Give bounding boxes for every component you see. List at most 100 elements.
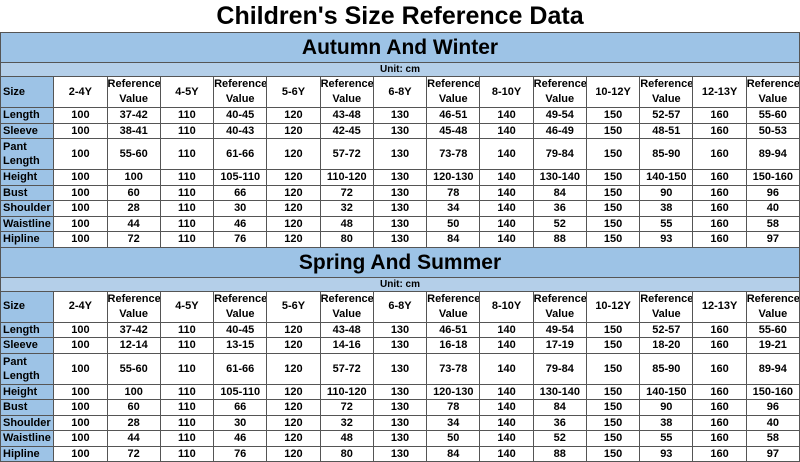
table-cell: 100 bbox=[53, 383, 108, 400]
row-label: Waistline bbox=[0, 215, 55, 232]
table-cell: 120 bbox=[266, 215, 321, 232]
table-cell: 88 bbox=[532, 445, 587, 462]
table-cell: 50-53 bbox=[745, 122, 800, 139]
table-cell: 130 bbox=[372, 414, 428, 431]
table-cell: 120 bbox=[266, 414, 321, 431]
table-cell: 150 bbox=[585, 352, 641, 385]
column-header: 5-6Y bbox=[266, 76, 321, 108]
table-cell: 55-60 bbox=[745, 321, 800, 338]
table-cell: 100 bbox=[53, 321, 108, 338]
table-cell: 110 bbox=[159, 399, 215, 416]
table-cell: 38 bbox=[639, 414, 694, 431]
table-cell: 110 bbox=[159, 231, 215, 248]
table-cell: 120 bbox=[266, 169, 321, 186]
row-label: Shoulder bbox=[0, 414, 55, 431]
table-cell: 140 bbox=[479, 169, 534, 186]
table-cell: 43-48 bbox=[319, 107, 374, 124]
table-cell: 100 bbox=[53, 169, 108, 186]
table-cell: 96 bbox=[745, 399, 800, 416]
column-header: 2-4Y bbox=[53, 290, 108, 323]
table-cell: 72 bbox=[319, 399, 374, 416]
table-cell: 45-48 bbox=[426, 122, 481, 139]
table-cell: 90 bbox=[639, 184, 694, 201]
table-cell: 140 bbox=[479, 215, 534, 232]
table-cell: 120 bbox=[266, 138, 321, 170]
table-cell: 28 bbox=[106, 200, 161, 217]
table-cell: 16-18 bbox=[426, 337, 481, 354]
table-cell: 150 bbox=[585, 184, 641, 201]
row-label: Pant Length bbox=[0, 352, 55, 385]
column-header: Reference Value bbox=[319, 76, 374, 108]
table-cell: 49-54 bbox=[532, 107, 587, 124]
row-label: Length bbox=[0, 107, 55, 124]
table-cell: 60 bbox=[106, 399, 161, 416]
table-cell: 61-66 bbox=[213, 352, 268, 385]
table-cell: 110 bbox=[159, 200, 215, 217]
table-cell: 150 bbox=[585, 231, 641, 248]
table-cell: 40 bbox=[745, 200, 800, 217]
table-cell: 130 bbox=[372, 383, 428, 400]
table-cell: 55-60 bbox=[745, 107, 800, 124]
column-header: Reference Value bbox=[532, 76, 587, 108]
table-cell: 49-54 bbox=[532, 321, 587, 338]
table-cell: 46 bbox=[213, 215, 268, 232]
table-cell: 100 bbox=[53, 122, 108, 139]
table-cell: 46-51 bbox=[426, 321, 481, 338]
table-cell: 40-45 bbox=[213, 321, 268, 338]
table-cell: 150 bbox=[585, 321, 641, 338]
table-cell: 110 bbox=[159, 414, 215, 431]
table-cell: 160 bbox=[692, 215, 747, 232]
column-header: Reference Value bbox=[426, 76, 481, 108]
table-cell: 150 bbox=[585, 122, 641, 139]
table-cell: 58 bbox=[745, 215, 800, 232]
table-cell: 110 bbox=[159, 107, 215, 124]
table-cell: 120-130 bbox=[426, 169, 481, 186]
table-cell: 12-14 bbox=[106, 337, 161, 354]
table-cell: 140 bbox=[479, 138, 534, 170]
table-cell: 100 bbox=[53, 184, 108, 201]
unit-row: Unit: cm bbox=[0, 276, 800, 292]
table-cell: 52-57 bbox=[639, 321, 694, 338]
table-cell: 130 bbox=[372, 184, 428, 201]
table-cell: 160 bbox=[692, 122, 747, 139]
table-cell: 150-160 bbox=[745, 169, 800, 186]
table-cell: 110 bbox=[159, 184, 215, 201]
table-cell: 66 bbox=[213, 399, 268, 416]
column-header-row: Size 2-4Y Reference Value 4-5Y Reference Val… bbox=[0, 76, 800, 108]
table-cell: 150 bbox=[585, 383, 641, 400]
table-row: Length 100 37-42 110 40-45 120 43-48 130 46-51 14… bbox=[0, 321, 800, 338]
table-row: Sleeve 100 38-41 110 40-43 120 42-45 130 45-48 14… bbox=[0, 122, 800, 139]
table-cell: 38 bbox=[639, 200, 694, 217]
table-cell: 160 bbox=[692, 169, 747, 186]
table-cell: 52-57 bbox=[639, 107, 694, 124]
unit-label: Unit: cm bbox=[0, 276, 800, 292]
table-cell: 100 bbox=[106, 383, 161, 400]
column-header: Reference Value bbox=[745, 290, 800, 323]
table-cell: 150 bbox=[585, 430, 641, 447]
column-header: Reference Value bbox=[106, 290, 161, 323]
table-cell: 46-49 bbox=[532, 122, 587, 139]
section-heading: Spring And Summer bbox=[0, 246, 800, 278]
table-cell: 160 bbox=[692, 352, 747, 385]
table-cell: 78 bbox=[426, 184, 481, 201]
table-cell: 37-42 bbox=[106, 107, 161, 124]
table-cell: 55 bbox=[639, 430, 694, 447]
table-cell: 79-84 bbox=[532, 138, 587, 170]
table-cell: 120 bbox=[266, 445, 321, 462]
column-header: 12-13Y bbox=[692, 290, 747, 323]
table-cell: 130 bbox=[372, 122, 428, 139]
table-cell: 66 bbox=[213, 184, 268, 201]
table-cell: 105-110 bbox=[213, 169, 268, 186]
column-header: 6-8Y bbox=[372, 76, 428, 108]
table-cell: 100 bbox=[53, 337, 108, 354]
table-cell: 55-60 bbox=[106, 352, 161, 385]
table-cell: 84 bbox=[426, 445, 481, 462]
table-cell: 100 bbox=[53, 352, 108, 385]
table-cell: 140-150 bbox=[639, 383, 694, 400]
table-cell: 57-72 bbox=[319, 352, 374, 385]
table-cell: 130 bbox=[372, 445, 428, 462]
table-row: Bust 100 60 110 66 120 72 130 78 140 84 150 90 160 96 bbox=[0, 184, 800, 201]
column-header: Reference Value bbox=[213, 76, 268, 108]
table-cell: 120 bbox=[266, 352, 321, 385]
table-cell: 89-94 bbox=[745, 138, 800, 170]
